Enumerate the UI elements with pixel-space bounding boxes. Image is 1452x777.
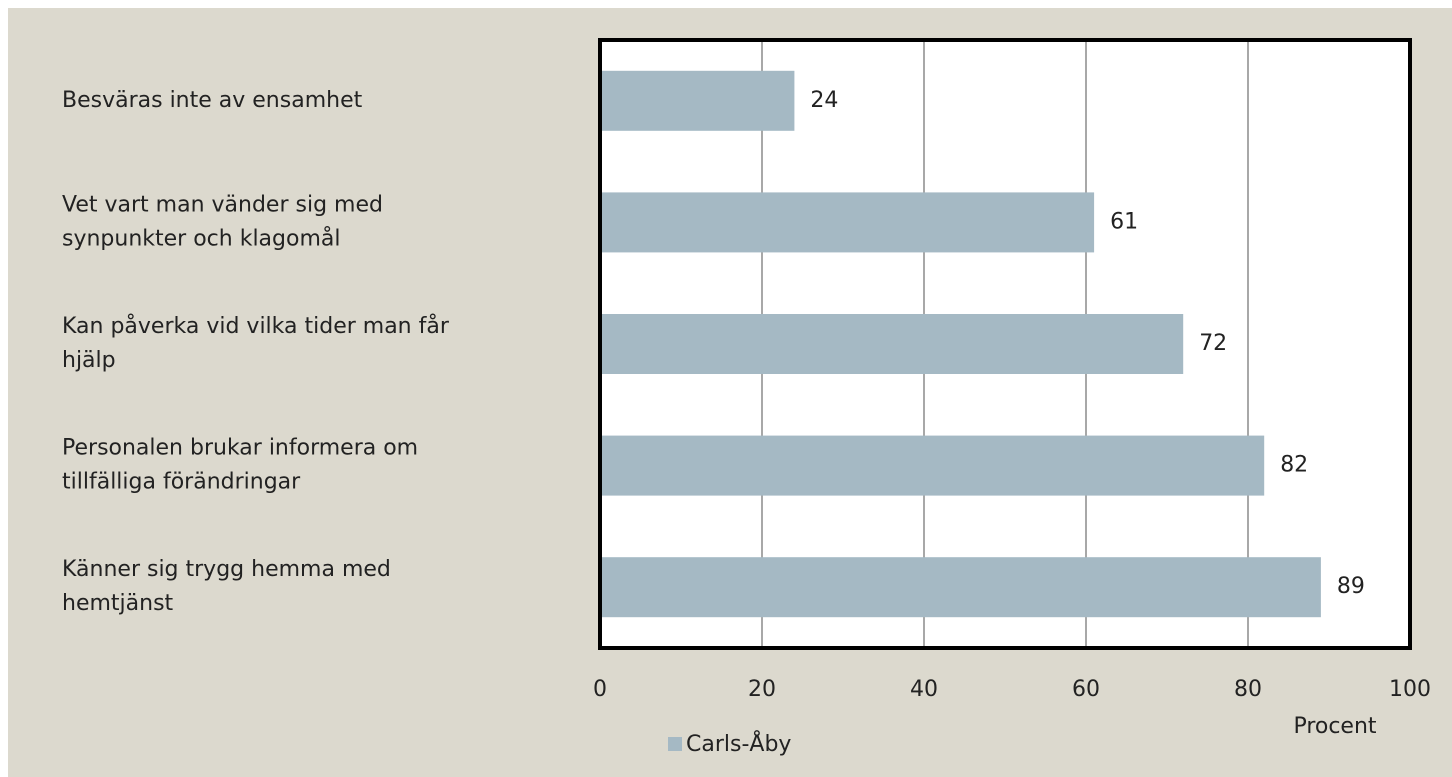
- y-tick-label-line: hemtjänst: [62, 591, 174, 616]
- y-tick-label: Personalen brukar informera om tillfällig…: [62, 436, 418, 495]
- bar: [600, 70, 795, 131]
- bar: [600, 557, 1321, 618]
- x-tick-label: 0: [593, 677, 607, 702]
- x-tick-label: 100: [1389, 677, 1431, 702]
- data-label: 82: [1280, 453, 1308, 478]
- legend-swatch: [668, 737, 682, 751]
- y-tick-label-line: Personalen brukar informera om: [62, 436, 418, 461]
- y-tick-label-line: synpunkter och klagomål: [62, 225, 341, 251]
- y-tick-label-line: Känner sig trygg hemma med: [62, 557, 391, 582]
- y-tick-label: Känner sig trygg hemma med hemtjänst: [62, 557, 391, 616]
- bar: [600, 314, 1184, 374]
- data-label: 72: [1199, 331, 1227, 356]
- x-tick-label: 20: [748, 677, 776, 702]
- bar: [600, 192, 1095, 253]
- y-tick-label-line: Vet vart man vänder sig med: [62, 192, 383, 217]
- x-tick-label: 60: [1072, 677, 1100, 702]
- y-tick-label-line: tillfälliga förändringar: [62, 470, 301, 495]
- data-label: 89: [1337, 574, 1365, 599]
- y-tick-label-line: hjälp: [62, 348, 116, 373]
- y-tick-label: Besväras inte av ensamhet: [62, 88, 363, 113]
- x-tick-label: 40: [910, 677, 938, 702]
- y-tick-label-line: Kan påverka vid vilka tider man får: [62, 313, 450, 339]
- legend-label: Carls-Åby: [686, 730, 791, 757]
- y-tick-label: Kan påverka vid vilka tider man får hjälp: [62, 313, 450, 373]
- y-tick-label: Vet vart man vänder sig med synpunkter oc…: [62, 192, 383, 251]
- x-axis-label: Procent: [1293, 714, 1376, 739]
- plot-border: [598, 38, 1412, 650]
- x-tick-label: 80: [1234, 677, 1262, 702]
- bar: [600, 435, 1265, 496]
- data-label: 61: [1110, 209, 1138, 234]
- y-tick-label-line: Besväras inte av ensamhet: [62, 88, 363, 113]
- data-label: 24: [810, 88, 838, 113]
